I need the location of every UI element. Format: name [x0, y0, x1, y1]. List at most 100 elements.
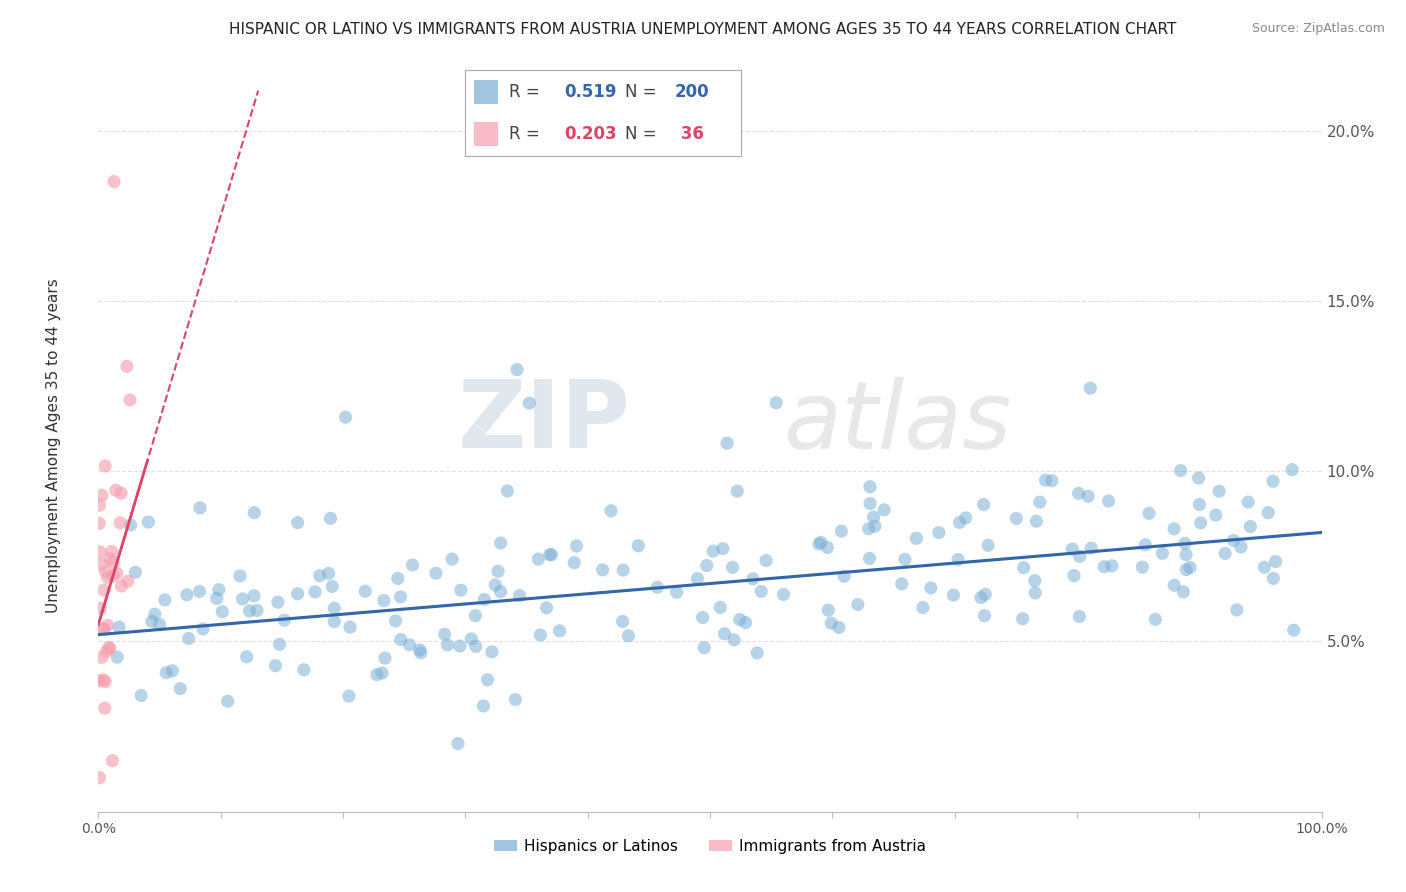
Point — [110, 486, 132, 500]
Point — [1281, 462, 1303, 476]
Point — [304, 585, 326, 599]
Point — [1282, 623, 1305, 637]
Point — [755, 553, 778, 567]
Point — [425, 566, 447, 581]
Point — [89, 498, 111, 512]
Point — [96, 644, 118, 658]
Text: HISPANIC OR LATINO VS IMMIGRANTS FROM AUSTRIA UNEMPLOYMENT AMONG AGES 35 TO 44 Y: HISPANIC OR LATINO VS IMMIGRANTS FROM AU… — [229, 22, 1177, 37]
Point — [1137, 506, 1160, 520]
Point — [243, 589, 266, 603]
Point — [647, 580, 669, 594]
Point — [238, 604, 260, 618]
Point — [711, 541, 734, 556]
Point — [894, 552, 917, 566]
Point — [177, 632, 200, 646]
Point — [373, 593, 395, 607]
Point — [484, 578, 506, 592]
Point — [1187, 471, 1209, 485]
Point — [1067, 486, 1090, 500]
Point — [100, 544, 122, 558]
Point — [155, 665, 177, 680]
Point — [1101, 558, 1123, 573]
Point — [600, 504, 623, 518]
Point — [235, 649, 257, 664]
Point — [911, 600, 934, 615]
Point — [321, 579, 343, 593]
Point — [1189, 516, 1212, 530]
Point — [98, 551, 121, 566]
Point — [713, 626, 735, 640]
Point — [287, 516, 309, 530]
Point — [749, 584, 772, 599]
Point — [974, 587, 997, 601]
Point — [1230, 540, 1253, 554]
Point — [188, 584, 211, 599]
Point — [1040, 474, 1063, 488]
Point — [1163, 522, 1185, 536]
Point — [973, 608, 995, 623]
Point — [389, 632, 412, 647]
Point — [1024, 586, 1046, 600]
Point — [409, 646, 432, 660]
Point — [1188, 498, 1211, 512]
Point — [1205, 508, 1227, 522]
Point — [93, 701, 115, 715]
Point — [89, 771, 111, 785]
Point — [1178, 560, 1201, 574]
Point — [292, 663, 315, 677]
Point — [1163, 578, 1185, 592]
Point — [191, 622, 214, 636]
Point — [973, 498, 995, 512]
Point — [472, 592, 495, 607]
Point — [436, 638, 458, 652]
Point — [693, 640, 716, 655]
Point — [820, 616, 842, 631]
Point — [1257, 506, 1279, 520]
Point — [496, 483, 519, 498]
Point — [148, 617, 170, 632]
Point — [141, 615, 163, 629]
Point — [1173, 585, 1195, 599]
Point — [118, 392, 141, 407]
Point — [905, 532, 928, 546]
Point — [858, 551, 880, 566]
Point — [612, 563, 634, 577]
Point — [721, 560, 744, 574]
Point — [401, 558, 423, 572]
Point — [1175, 563, 1198, 577]
Point — [162, 664, 184, 678]
Point — [449, 639, 471, 653]
Point — [94, 458, 117, 473]
Point — [723, 632, 745, 647]
Point — [115, 359, 138, 374]
Point — [970, 591, 993, 605]
Point — [472, 698, 495, 713]
Point — [319, 511, 342, 525]
Point — [103, 568, 125, 582]
Point — [208, 582, 231, 597]
Point — [815, 541, 838, 555]
Point — [1264, 554, 1286, 568]
Point — [486, 564, 509, 578]
Point — [863, 519, 886, 533]
Point — [153, 593, 176, 607]
Point — [1237, 495, 1260, 509]
Point — [627, 539, 650, 553]
Point — [354, 584, 377, 599]
Text: ZIP: ZIP — [457, 376, 630, 468]
Point — [540, 548, 562, 562]
Point — [747, 646, 769, 660]
Point — [246, 603, 269, 617]
Point — [696, 558, 718, 573]
Point — [1135, 538, 1157, 552]
Point — [1078, 381, 1101, 395]
Point — [1092, 559, 1115, 574]
Point — [527, 552, 550, 566]
Point — [460, 632, 482, 646]
Point — [859, 480, 882, 494]
Point — [1239, 519, 1261, 533]
Point — [1012, 560, 1035, 574]
Point — [772, 587, 794, 601]
Point — [1024, 574, 1046, 588]
Point — [110, 579, 132, 593]
